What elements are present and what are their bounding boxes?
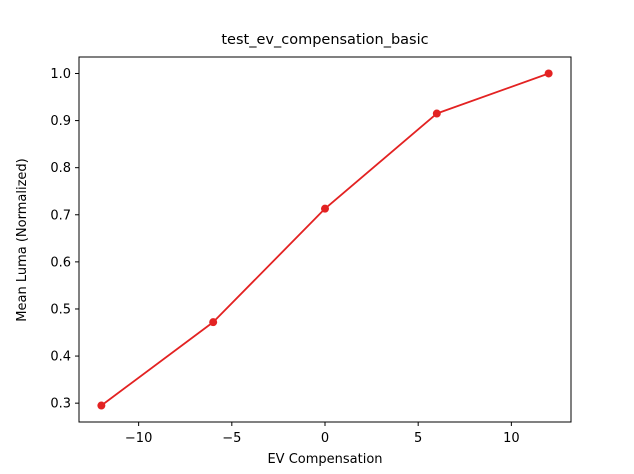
y-tick-label: 0.7: [50, 208, 71, 223]
chart-title: test_ev_compensation_basic: [221, 32, 428, 48]
data-point: [209, 318, 218, 327]
series-line: [100, 72, 549, 407]
x-tick-label: 5: [414, 431, 422, 446]
axis-ticks: −10 −5 0 5 10 0.3 0.4 0.5 0.6 0.7 0.8 0.9 1.0: [50, 67, 519, 446]
x-tick-label: 10: [503, 431, 520, 446]
data-point: [432, 109, 441, 118]
y-tick-label: 0.4: [50, 350, 71, 365]
y-tick-label: 1.0: [50, 67, 71, 82]
y-tick-label: 0.8: [50, 161, 71, 176]
data-point: [321, 204, 329, 213]
y-tick-label: 0.5: [50, 302, 71, 317]
data-point: [544, 69, 553, 78]
x-tick-label: −5: [222, 431, 241, 446]
y-tick-label: 0.6: [50, 255, 71, 270]
x-tick-label: 0: [321, 431, 329, 446]
data-series: [97, 69, 553, 410]
y-axis-label: Mean Luma (Normalized): [15, 158, 30, 321]
x-axis-label: EV Compensation: [267, 452, 382, 467]
y-tick-label: 0.3: [50, 397, 71, 412]
x-tick-label: −10: [125, 431, 152, 446]
data-point: [97, 401, 106, 410]
y-tick-label: 0.9: [50, 114, 71, 129]
